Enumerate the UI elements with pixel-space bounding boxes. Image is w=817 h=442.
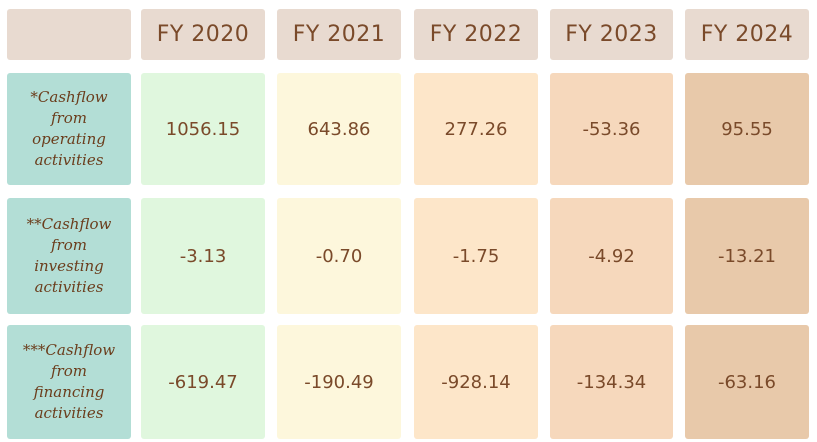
cell-operating-fy2023: -53.36	[550, 73, 673, 185]
cell-investing-fy2022: -1.75	[414, 198, 538, 314]
cell-investing-fy2023: -4.92	[550, 198, 673, 314]
column-header-fy2020: FY 2020	[141, 9, 265, 60]
header-corner-cell	[7, 9, 131, 60]
cell-financing-fy2021: -190.49	[277, 325, 401, 439]
row-label-line: activities	[34, 151, 104, 169]
cell-operating-fy2024: 95.55	[685, 73, 809, 185]
cell-investing-fy2024: -13.21	[685, 198, 809, 314]
column-header-fy2022: FY 2022	[414, 9, 538, 60]
row-label-financing: ***Cashflow from financing activities	[7, 325, 131, 439]
cell-investing-fy2021: -0.70	[277, 198, 401, 314]
cell-operating-fy2022: 277.26	[414, 73, 538, 185]
row-label-line: *Cashflow	[30, 88, 108, 106]
cell-financing-fy2023: -134.34	[550, 325, 673, 439]
row-label-line: operating	[32, 130, 106, 148]
cell-operating-fy2021: 643.86	[277, 73, 401, 185]
row-label-line: **Cashflow	[26, 215, 112, 233]
cell-financing-fy2022: -928.14	[414, 325, 538, 439]
column-header-fy2021: FY 2021	[277, 9, 401, 60]
row-label-line: from	[51, 362, 87, 380]
column-header-fy2024: FY 2024	[685, 9, 809, 60]
row-label-line: financing	[33, 383, 105, 401]
cell-financing-fy2024: -63.16	[685, 325, 809, 439]
row-label-line: investing	[34, 257, 104, 275]
cell-financing-fy2020: -619.47	[141, 325, 265, 439]
row-label-operating: *Cashflow from operating activities	[7, 73, 131, 185]
row-label-line: from	[51, 109, 87, 127]
row-label-line: activities	[34, 278, 104, 296]
column-header-fy2023: FY 2023	[550, 9, 673, 60]
row-label-line: activities	[34, 404, 104, 422]
cell-operating-fy2020: 1056.15	[141, 73, 265, 185]
cell-investing-fy2020: -3.13	[141, 198, 265, 314]
row-label-line: from	[51, 236, 87, 254]
row-label-line: ***Cashflow	[22, 341, 116, 359]
row-label-investing: **Cashflow from investing activities	[7, 198, 131, 314]
